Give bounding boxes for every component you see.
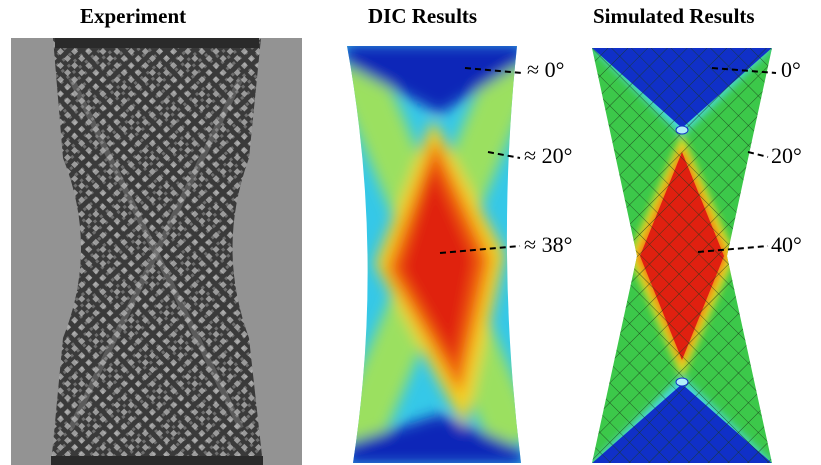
dic-angle-label: ≈ 38° [524, 232, 573, 257]
experiment-photo [11, 38, 302, 465]
top-grip [55, 38, 259, 48]
sim-angle-label: 0° [781, 57, 801, 82]
simulated-strain-map [590, 46, 774, 465]
sim-angle-label: 40° [771, 232, 802, 257]
dic-strain-map [345, 44, 523, 465]
dic-angle-label: ≈ 20° [524, 143, 573, 168]
experiment-title: Experiment [80, 4, 187, 28]
simulated-results-title: Simulated Results [593, 4, 755, 28]
bottom-grip [51, 456, 263, 465]
dic-angle-label: ≈ 0° [527, 57, 565, 82]
dic-results-title: DIC Results [368, 4, 478, 28]
sim-angle-label: 20° [771, 143, 802, 168]
